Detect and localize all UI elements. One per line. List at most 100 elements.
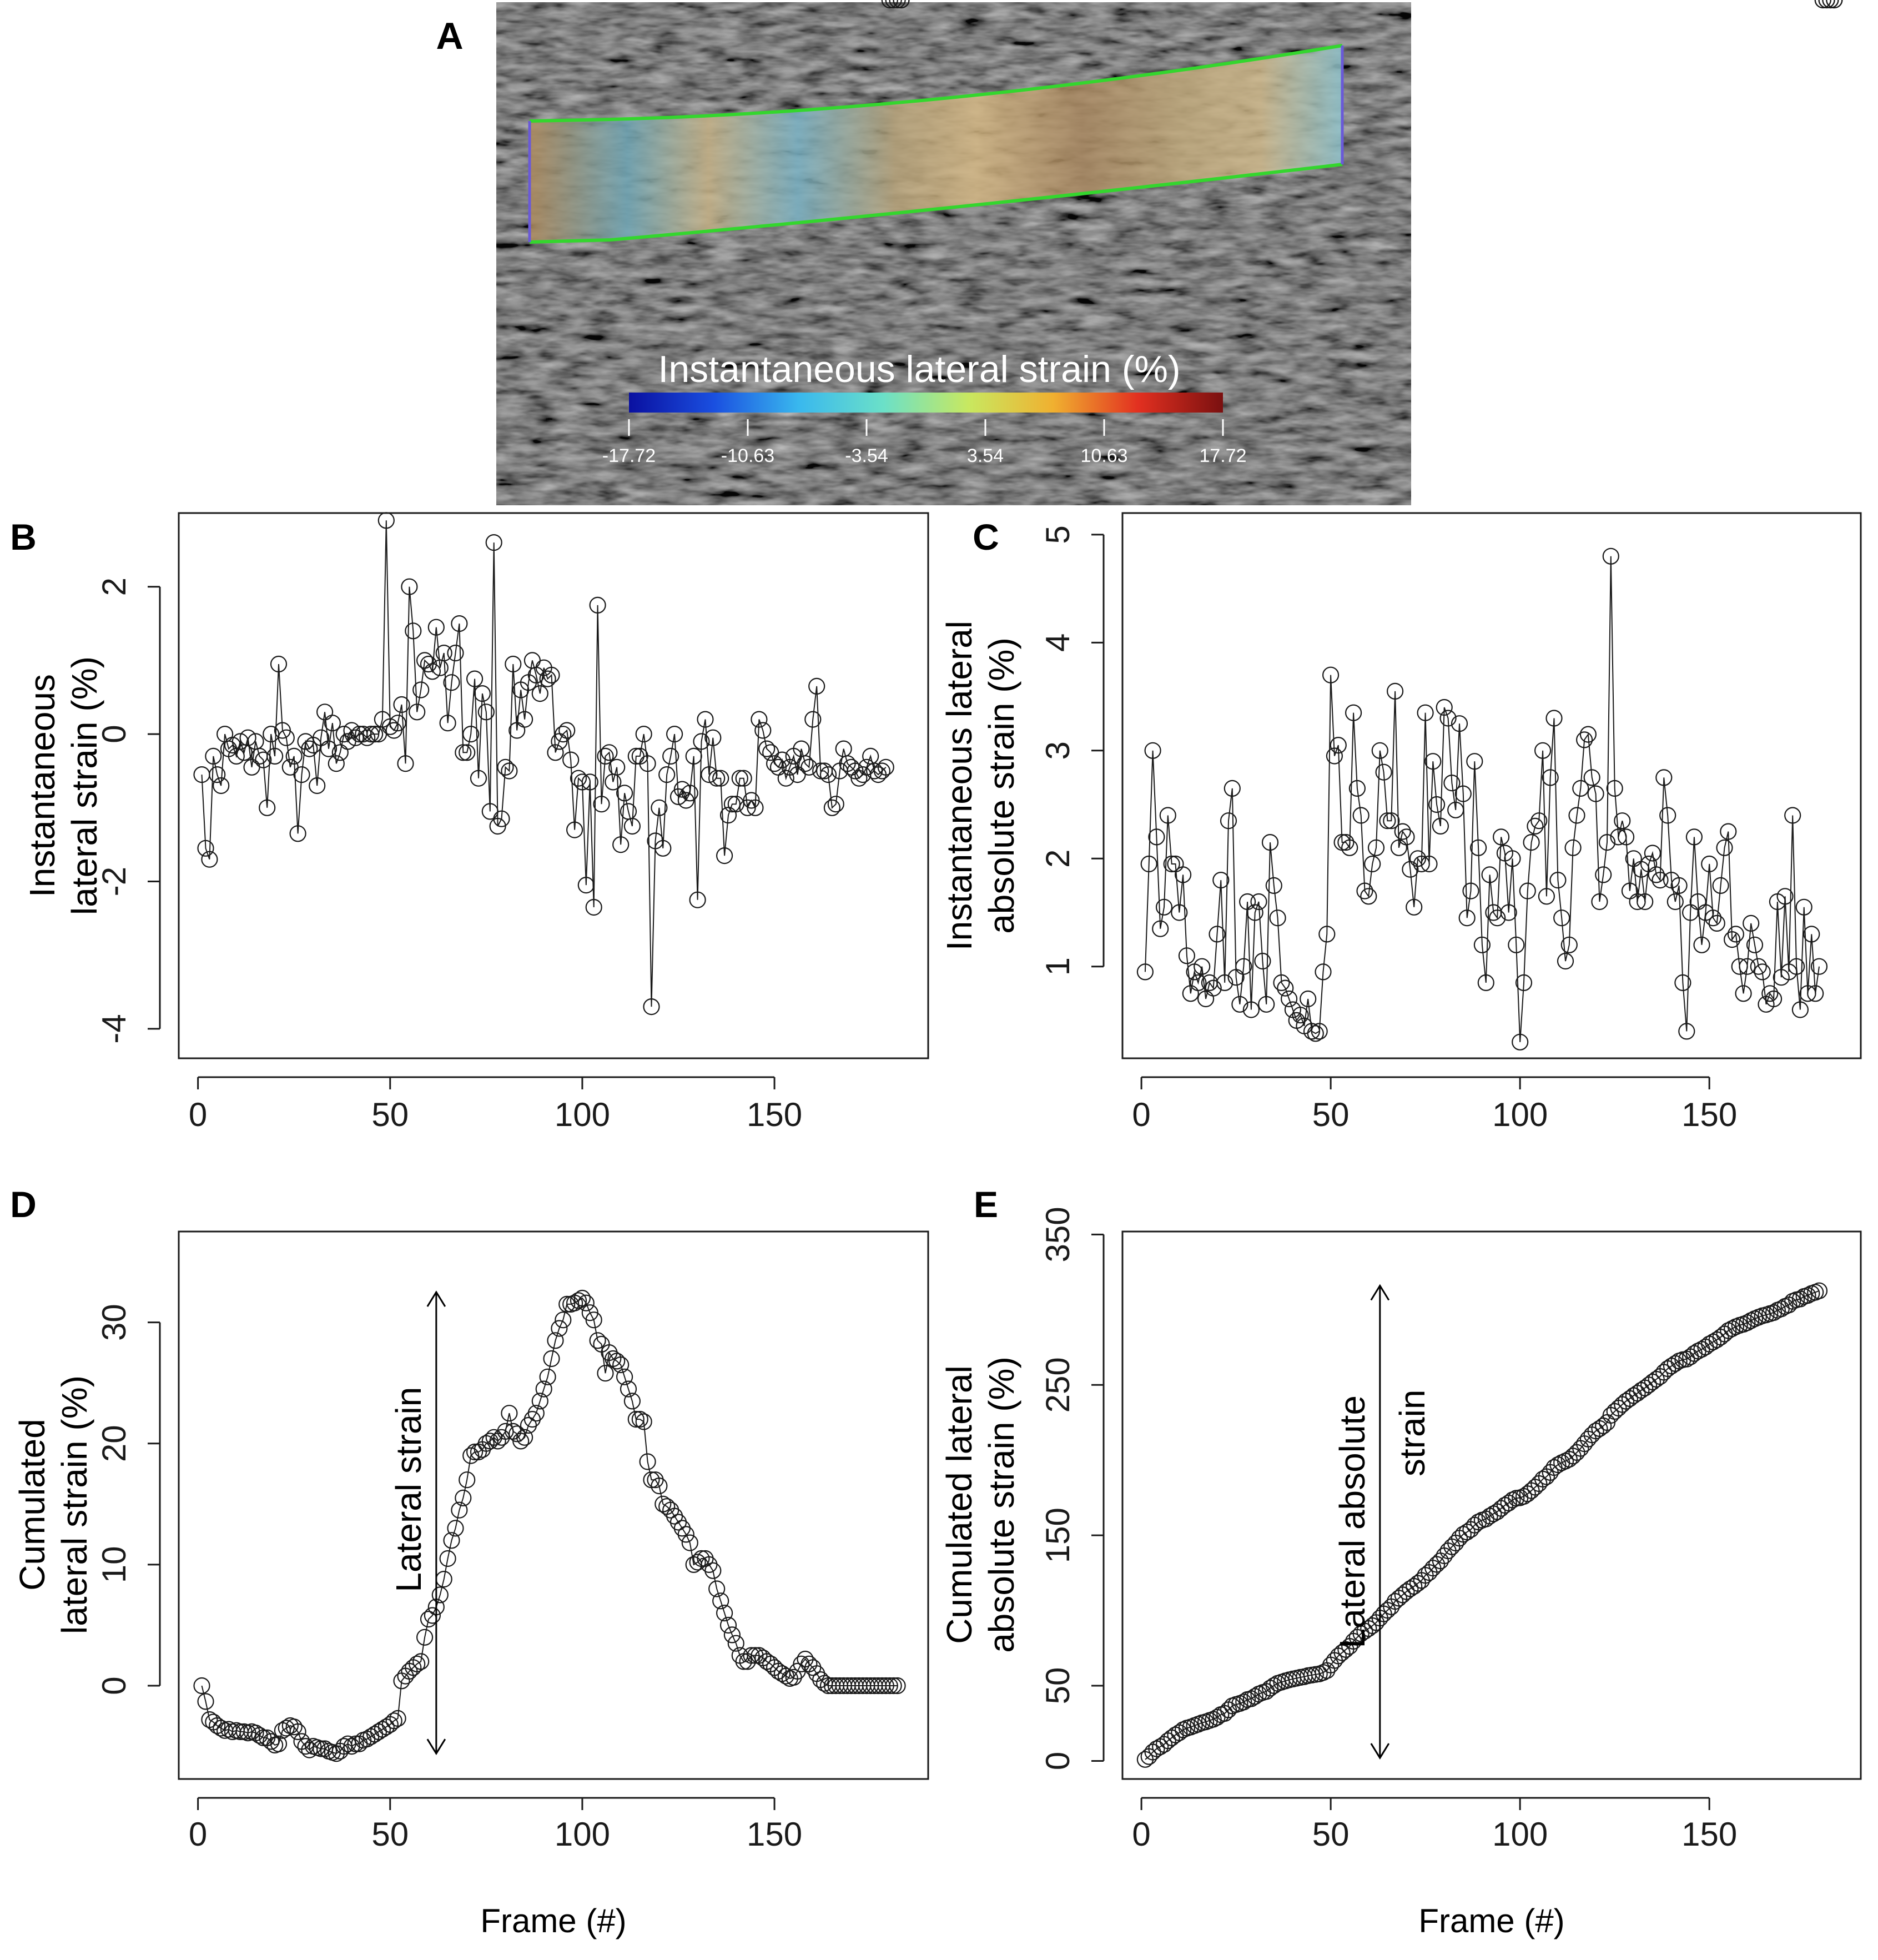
plot-frame (1121, 512, 1862, 1059)
chart-c: 0 50 100 150 1 2 3 4 5 Instantaneous lateral absol… (939, 0, 1862, 1133)
data-point (643, 998, 660, 1016)
data-point (1356, 882, 1373, 899)
data-point (1277, 979, 1294, 997)
y-tick-label: 50 (1039, 1667, 1076, 1705)
data-point (339, 1735, 356, 1752)
data-point (635, 1413, 652, 1430)
data-point (1205, 979, 1222, 997)
data-point (1648, 866, 1665, 883)
data-point (1568, 807, 1585, 824)
data-point (1175, 866, 1192, 883)
data-point (639, 755, 656, 772)
data-point (1564, 839, 1582, 856)
data-point (1693, 936, 1710, 953)
data-point (470, 770, 487, 787)
data-point (1387, 682, 1404, 700)
data-point (474, 685, 491, 702)
data-point (666, 725, 683, 743)
data-point (255, 751, 272, 768)
data-point (623, 817, 641, 835)
data-point (1515, 974, 1533, 992)
colorbar-ticks: -17.72 -10.63 -3.54 3.54 10.63 17.72 (602, 419, 1247, 466)
x-tick-label: 100 (1492, 1096, 1548, 1133)
data-point (1822, 0, 1839, 9)
data-point (1140, 855, 1157, 873)
data-point (658, 766, 676, 783)
data-point (1560, 936, 1578, 953)
data-point (1743, 914, 1760, 932)
data-point (1269, 909, 1286, 927)
data-point (1451, 715, 1468, 732)
data-point (1583, 769, 1600, 786)
data-point (278, 1720, 295, 1737)
data-point (616, 785, 633, 802)
data-point (443, 1532, 460, 1549)
data-point (577, 1294, 595, 1311)
data-point (362, 725, 380, 743)
data-point (877, 1677, 894, 1695)
data-point (601, 744, 618, 761)
data-point (1549, 1456, 1567, 1474)
data-point (1523, 833, 1540, 851)
colorbar-tick-label: 3.54 (967, 445, 1004, 466)
data-point (347, 1735, 364, 1752)
data-point (505, 655, 522, 673)
data-point (754, 722, 772, 739)
data-point (543, 666, 560, 684)
data-point (547, 1332, 564, 1349)
data-point (1458, 909, 1476, 927)
data-point (716, 1605, 733, 1622)
data-point (1246, 904, 1263, 921)
data-point (201, 851, 218, 868)
y-tick-label: 2 (1039, 850, 1076, 868)
data-point (723, 1626, 741, 1644)
colorbar-tick-label: 10.63 (1080, 445, 1127, 466)
data-point (1409, 850, 1427, 867)
data-point (1454, 785, 1472, 802)
data-point (1504, 850, 1521, 867)
colorbar (629, 393, 1223, 413)
data-point (508, 722, 526, 739)
y-tick-label: 2 (95, 577, 133, 596)
data-point (1220, 812, 1237, 830)
data-point (1432, 817, 1449, 835)
data-point (677, 1526, 694, 1543)
data-point (1750, 958, 1767, 975)
data-point (1549, 871, 1567, 889)
data-point (1159, 807, 1176, 824)
y-tick-label: 250 (1039, 1357, 1076, 1413)
data-point (516, 711, 533, 728)
data-point (885, 0, 902, 9)
data-point (712, 1592, 729, 1610)
strain-overlay (530, 46, 1342, 242)
x-tick-label: 150 (1681, 1816, 1737, 1853)
y-tick-label: 4 (1039, 634, 1076, 652)
data-point (1148, 828, 1165, 846)
data-point (797, 755, 814, 772)
data-point (1610, 828, 1627, 846)
y-axis-title: Instantaneous lateral (939, 621, 979, 951)
x-axis-title: Frame (#) (1418, 1902, 1564, 1939)
data-point (1155, 898, 1173, 916)
data-point (539, 1368, 556, 1385)
x-tick-label: 0 (1132, 1096, 1150, 1133)
data-point (1345, 704, 1362, 721)
data-point (1572, 780, 1589, 797)
data-point (585, 898, 602, 916)
data-point (1557, 952, 1574, 970)
data-point (1470, 1514, 1487, 1531)
data-point (570, 770, 587, 787)
data-point (1720, 1322, 1737, 1339)
data-point (1235, 1693, 1252, 1711)
data-point (1379, 812, 1396, 830)
data-point (1352, 807, 1370, 824)
data-point (1765, 1304, 1783, 1321)
data-point (597, 1365, 614, 1382)
data-point (466, 670, 484, 687)
data-point (1428, 796, 1446, 813)
data-point (270, 655, 288, 673)
data-point (1538, 888, 1555, 905)
data-point (1258, 996, 1275, 1013)
